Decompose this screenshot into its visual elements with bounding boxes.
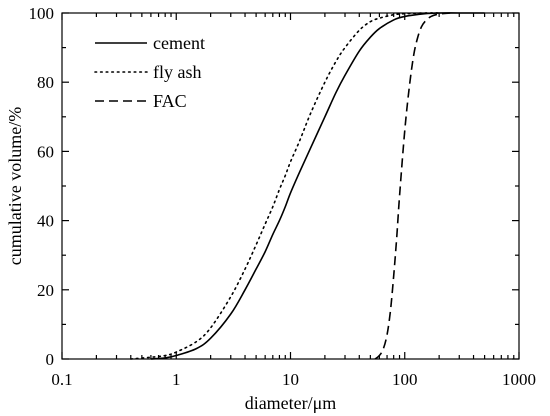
y-tick-label: 20 xyxy=(37,281,54,300)
series-line-fac xyxy=(374,12,451,360)
y-tick-label: 0 xyxy=(46,350,55,369)
plot-frame xyxy=(61,12,520,360)
x-tick-label: 10 xyxy=(282,370,299,389)
x-tick-label: 0.1 xyxy=(51,370,72,389)
series-group xyxy=(129,12,485,360)
x-axis-label: diameter/μm xyxy=(245,393,337,413)
y-axis-label: cumulative volume/% xyxy=(5,107,25,265)
legend-label-cement: cement xyxy=(153,33,205,53)
ticks: 0.1 1 10 100 1000 0 20 40 60 80 100 xyxy=(29,4,537,389)
y-tick-label: 80 xyxy=(37,73,54,92)
legend-label-fac: FAC xyxy=(153,91,187,111)
y-tick-label: 40 xyxy=(37,212,54,231)
x-tick-label: 100 xyxy=(392,370,418,389)
legend: cement fly ash FAC xyxy=(94,33,205,111)
y-tick-label: 100 xyxy=(29,4,55,23)
series-line-cement xyxy=(150,12,485,360)
x-tick-label: 1000 xyxy=(502,370,536,389)
y-tick-label: 60 xyxy=(37,142,54,161)
legend-label-fly-ash: fly ash xyxy=(153,62,202,82)
x-tick-label: 1 xyxy=(172,370,181,389)
